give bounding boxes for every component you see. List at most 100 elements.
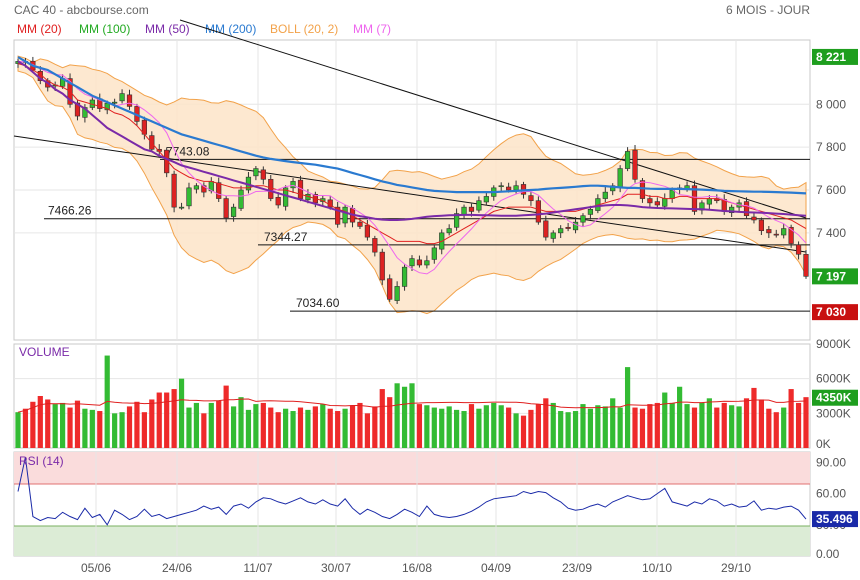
volume-bar [45,399,51,448]
chart-title: CAC 40 - abcbourse.com [14,3,149,17]
candle-body [506,186,512,191]
level-label: 7344.27 [264,230,308,244]
volume-bar [498,405,504,448]
bollinger-area [17,55,807,315]
candle-body [565,226,571,229]
date-tick-label: 05/06 [81,561,111,575]
candle-body [364,224,371,238]
ma7-line [17,60,807,275]
price-badge-bg [812,268,858,285]
volume-label: VOLUME [19,345,70,359]
candle-body [572,221,579,231]
candle-body [617,168,623,188]
volume-bar [156,392,162,448]
volume-bar [297,407,304,448]
volume-bar [424,405,430,448]
volume-bar [535,404,541,448]
price-tick-label: 7 800 [816,140,846,154]
volume-bar [171,389,177,448]
trend-lines [13,19,807,253]
volume-bar [699,402,705,448]
price-badge: 7 030 [816,305,846,319]
volume-bar [193,402,200,448]
volume-bar [260,402,266,448]
volume-bar [491,402,497,448]
volume-bar [565,412,571,448]
volume-bar [97,411,103,448]
volume-bar [149,399,155,448]
rsi-tick-label: 60.00 [816,487,846,501]
volume-bar [758,399,764,448]
volume-bar [30,401,36,448]
candle-body [483,196,489,203]
candle-body [654,201,660,206]
ma20-line [17,63,807,245]
candle-body [558,228,564,234]
volume-bar [119,412,125,448]
volume-bar [714,407,720,448]
legend-item-mm7: MM (7) [353,22,391,36]
volume-bar [223,385,229,448]
candle-body [335,206,341,225]
volume-bar [216,400,222,448]
volume-bar [52,404,58,448]
volume-bars [15,355,809,448]
volume-bar [602,406,608,448]
candle-body [647,198,653,204]
candle-body [528,195,534,202]
volume-bar [60,402,66,448]
volume-bar [587,408,594,448]
volume-bar [357,402,363,448]
ma50-line [17,60,807,221]
volume-bar [781,407,787,448]
volume-bar [364,413,370,448]
volume-badge: 4350K [816,391,852,405]
volume-bar [112,413,118,448]
volume-bar [230,406,237,448]
volume-bar [439,408,445,448]
candle-body [729,206,735,214]
candle-body [193,185,200,190]
volume-bar [245,409,252,448]
date-tick-label: 10/10 [642,561,672,575]
volume-bar [662,392,668,448]
rsi-badge-bg [812,511,858,528]
volume-bar [283,408,289,448]
volume-bar [506,407,512,448]
volume-bar [22,408,29,448]
date-tick-label: 16/08 [402,561,432,575]
candle-body [587,208,594,215]
price-badge: 7 197 [816,269,846,283]
candle-body [178,206,185,209]
candle-body [461,206,467,216]
volume-bar [290,411,296,448]
rsi-overbought-zone [14,452,810,484]
volume-bar [394,383,400,448]
volume-bar [795,402,802,448]
candle-body [275,196,281,206]
volume-tick-label: 0K [816,437,831,451]
candle-body [290,181,296,189]
candle-body [468,206,475,212]
date-tick-label: 23/09 [562,561,592,575]
volume-bar [416,404,423,448]
volume-bar [513,413,519,448]
volume-bar [624,367,631,448]
volume-bar [766,408,772,448]
candle-body [394,286,400,301]
volume-bar [208,402,214,448]
candle-body [795,244,802,255]
candle-body [803,253,809,277]
legend-item-mm100: MM (100) [79,22,130,36]
volume-bar [342,408,348,448]
date-tick-label: 11/07 [243,561,272,575]
volume-bar [454,409,460,448]
volume-bar [305,409,311,448]
rsi-tick-label: 0.00 [816,547,840,561]
x-axis-labels: 05/06 24/06 11/07 30/07 16/08 04/09 23/09 10/10… [81,561,751,575]
candle-body [186,187,192,207]
candle-body [662,198,668,207]
volume-bar [595,405,601,448]
candle-body [164,149,170,174]
